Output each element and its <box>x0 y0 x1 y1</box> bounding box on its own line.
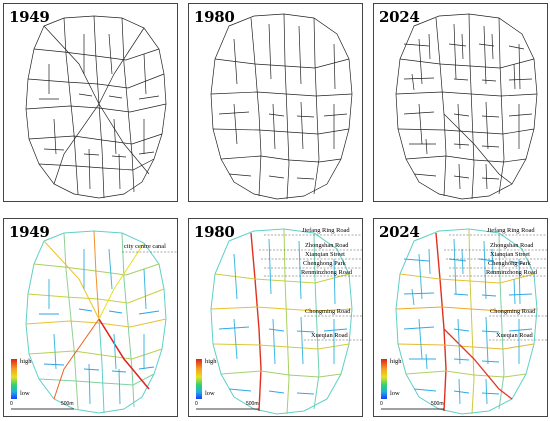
year-label: 2024 <box>379 8 420 26</box>
integration-map-2024: 2024 Jiefang Ring Road Zhongshan Road Xi… <box>373 218 548 417</box>
legend-high-label: high <box>20 358 32 365</box>
legend-low-label: low <box>390 390 400 397</box>
street-network-2024 <box>395 13 538 200</box>
annotation-chenghong-park: Chenghong Park <box>303 260 346 267</box>
annotation-xianqian-street: Xianqian Street <box>305 251 345 258</box>
year-label: 1980 <box>194 8 235 26</box>
annotation-renminzhong-road: Renminzhong Road <box>486 269 537 276</box>
annotation-zhongshan-road: Zhongshan Road <box>305 242 349 249</box>
legend-low-label: low <box>20 390 30 397</box>
year-label: 1949 <box>9 8 50 26</box>
scale-start: 0 <box>10 401 13 407</box>
integration-network-2024 <box>381 228 547 415</box>
year-label: 1980 <box>194 223 235 241</box>
annotation-city-centre-canal: city centre canal <box>124 243 166 250</box>
annotation-chongming-road: Chongming Road <box>490 308 536 315</box>
annotation-xueqian-road: Xueqian Road <box>496 332 533 339</box>
street-network-1949 <box>25 15 167 199</box>
map-panel-1980-plain: 1980 <box>188 3 363 202</box>
scale-end: 500m <box>61 401 74 407</box>
annotation-renminzhong-road: Renminzhong Road <box>301 269 352 276</box>
legend-gradient-bar <box>11 359 17 399</box>
annotation-xianqian-street: Xianqian Street <box>490 251 530 258</box>
map-panel-1949-plain: 1949 <box>3 3 178 202</box>
legend-high-label: high <box>205 358 217 365</box>
integration-network-1949 <box>11 230 177 414</box>
street-network-1980 <box>210 13 353 200</box>
scale-end: 500m <box>246 401 259 407</box>
year-label: 1949 <box>9 223 50 241</box>
integration-map-1949: 1949 city centre canal high low 0 500m <box>3 218 178 417</box>
annotation-jiefang-ring-road: Jiefang Ring Road <box>487 227 535 234</box>
scale-end: 500m <box>431 401 444 407</box>
annotation-xueqian-road: Xueqian Road <box>311 332 348 339</box>
annotation-zhongshan-road: Zhongshan Road <box>490 242 534 249</box>
year-label: 2024 <box>379 223 420 241</box>
integration-map-1980: 1980 Jiefang Ring Road Zhongshan Road Xi… <box>188 218 363 417</box>
legend-gradient-bar <box>196 359 202 399</box>
scale-start: 0 <box>195 401 198 407</box>
legend-high-label: high <box>390 358 402 365</box>
legend-gradient-bar <box>381 359 387 399</box>
annotation-chongming-road: Chongming Road <box>305 308 351 315</box>
legend-low-label: low <box>205 390 215 397</box>
integration-network-1980 <box>196 228 362 415</box>
annotation-jiefang-ring-road: Jiefang Ring Road <box>302 227 350 234</box>
map-panel-2024-plain: 2024 <box>373 3 548 202</box>
annotation-chenghong-park: Chenghong Park <box>488 260 531 267</box>
scale-start: 0 <box>380 401 383 407</box>
